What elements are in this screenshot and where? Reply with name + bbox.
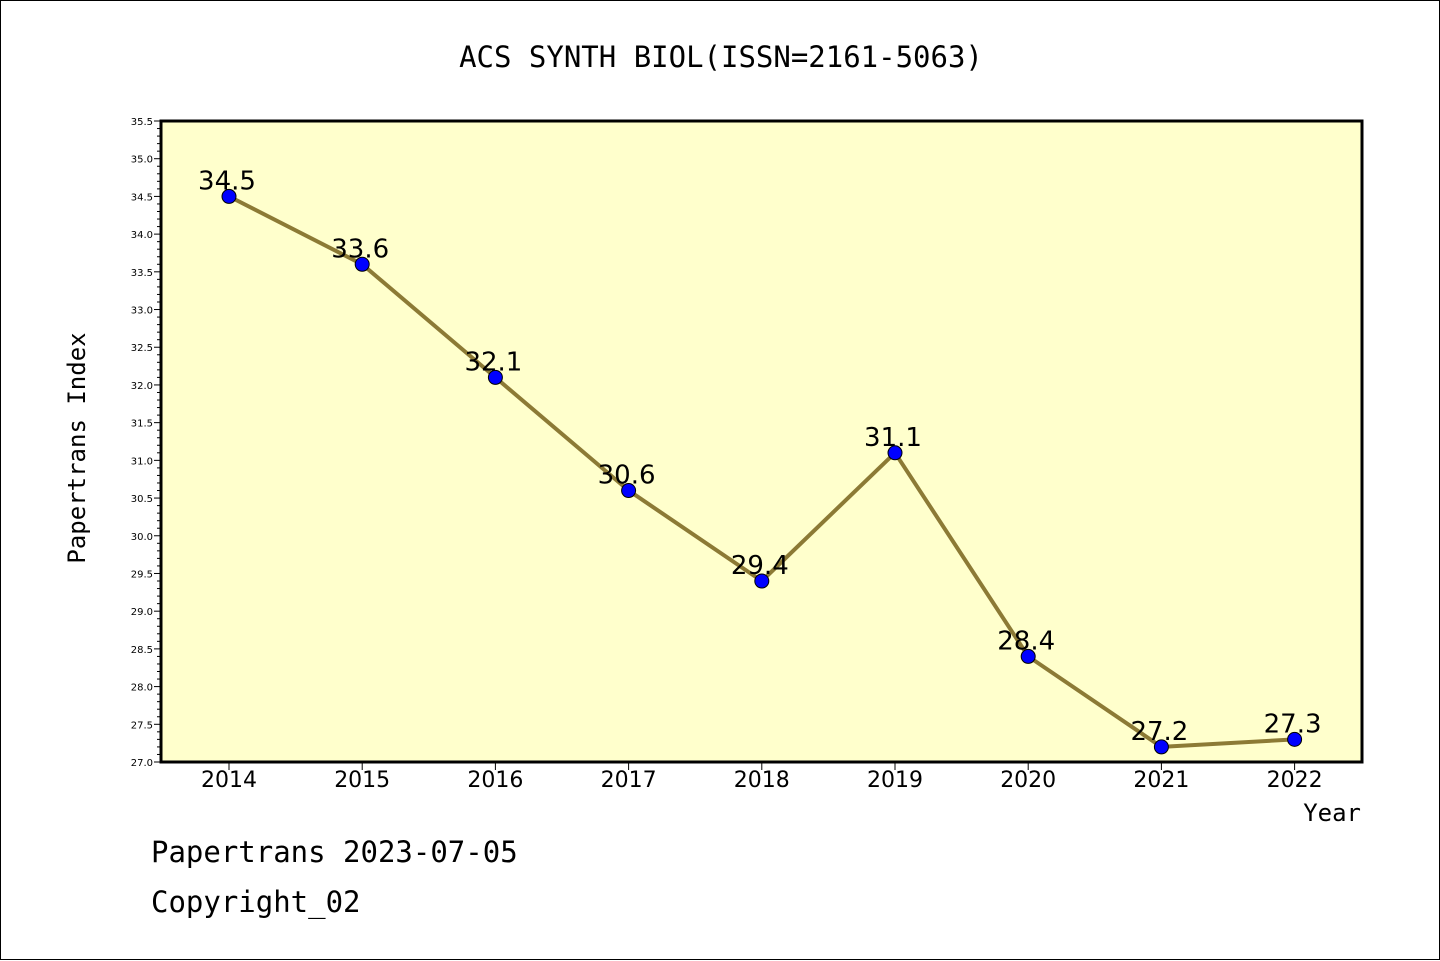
data-point-marker: [887, 445, 903, 461]
data-label: 31.1: [864, 423, 922, 453]
x-tick-label: 2021: [1133, 768, 1189, 793]
x-tick-label: 2018: [734, 768, 790, 793]
x-tick-label: 2019: [867, 768, 923, 793]
data-point-marker: [221, 188, 237, 204]
y-tick-label: 31.5: [131, 419, 153, 430]
footer-date-text: Papertrans 2023-07-05: [151, 835, 518, 869]
x-tick-label: 2015: [334, 768, 390, 793]
data-label: 27.2: [1130, 717, 1188, 747]
data-label: 30.6: [598, 461, 656, 491]
y-axis-ticks: 27.0 27.5 28.0 28.5 29.0 29.5 30.0 30.5 31.0 31.5…: [131, 117, 161, 769]
y-tick-label: 27.5: [131, 720, 153, 731]
data-label: 33.6: [331, 234, 389, 264]
y-tick-label: 32.0: [131, 381, 153, 392]
series-markers-group: [221, 188, 1303, 755]
x-tick-label: 2016: [467, 768, 523, 793]
y-tick-label: 30.0: [131, 532, 153, 543]
y-tick-label: 31.0: [131, 456, 153, 467]
y-tick-label: 35.0: [131, 155, 153, 166]
data-point-marker: [1020, 648, 1036, 664]
data-point-marker: [621, 483, 637, 499]
y-axis-label: Papertrans Index: [63, 332, 91, 563]
y-tick-label: 34.5: [131, 192, 153, 203]
x-tick-label: 2014: [201, 768, 257, 793]
data-point-marker: [754, 573, 770, 589]
data-point-marker: [354, 256, 370, 272]
plot-border: [159, 119, 1364, 764]
y-tick-label: 28.5: [131, 645, 153, 656]
x-tick-label: 2020: [1000, 768, 1056, 793]
chart-title: ACS SYNTH BIOL(ISSN=2161-5063): [459, 40, 983, 74]
data-label: 27.3: [1264, 709, 1322, 739]
plot-area: [161, 121, 1362, 762]
data-point-marker: [1153, 739, 1169, 755]
x-axis-label: Year: [1303, 799, 1361, 827]
footer-copyright-text: Copyright_02: [151, 885, 361, 919]
data-label: 29.4: [731, 551, 789, 581]
x-axis-ticks: 2014 2015 2016 2017 2018 2019 2020 2021 2022: [201, 762, 1323, 793]
y-tick-label: 34.0: [131, 230, 153, 241]
y-tick-label: 29.5: [131, 569, 153, 580]
data-labels-group: 34.5 33.6 32.1 30.6 29.4 31.1 28.4 27.2 27.3: [198, 166, 1321, 747]
x-tick-label: 2022: [1267, 768, 1323, 793]
x-tick-label: 2017: [601, 768, 657, 793]
y-tick-label: 32.5: [131, 343, 153, 354]
data-label: 34.5: [198, 166, 256, 196]
y-tick-label: 27.0: [131, 758, 153, 769]
data-point-marker: [1287, 731, 1303, 747]
y-tick-label: 35.5: [131, 117, 153, 128]
y-tick-label: 33.5: [131, 268, 153, 279]
y-tick-label: 30.5: [131, 494, 153, 505]
data-label: 32.1: [464, 347, 522, 377]
data-point-marker: [487, 369, 503, 385]
y-tick-label: 29.0: [131, 607, 153, 618]
y-tick-label: 33.0: [131, 306, 153, 317]
data-label: 28.4: [997, 626, 1055, 656]
y-tick-label: 28.0: [131, 683, 153, 694]
